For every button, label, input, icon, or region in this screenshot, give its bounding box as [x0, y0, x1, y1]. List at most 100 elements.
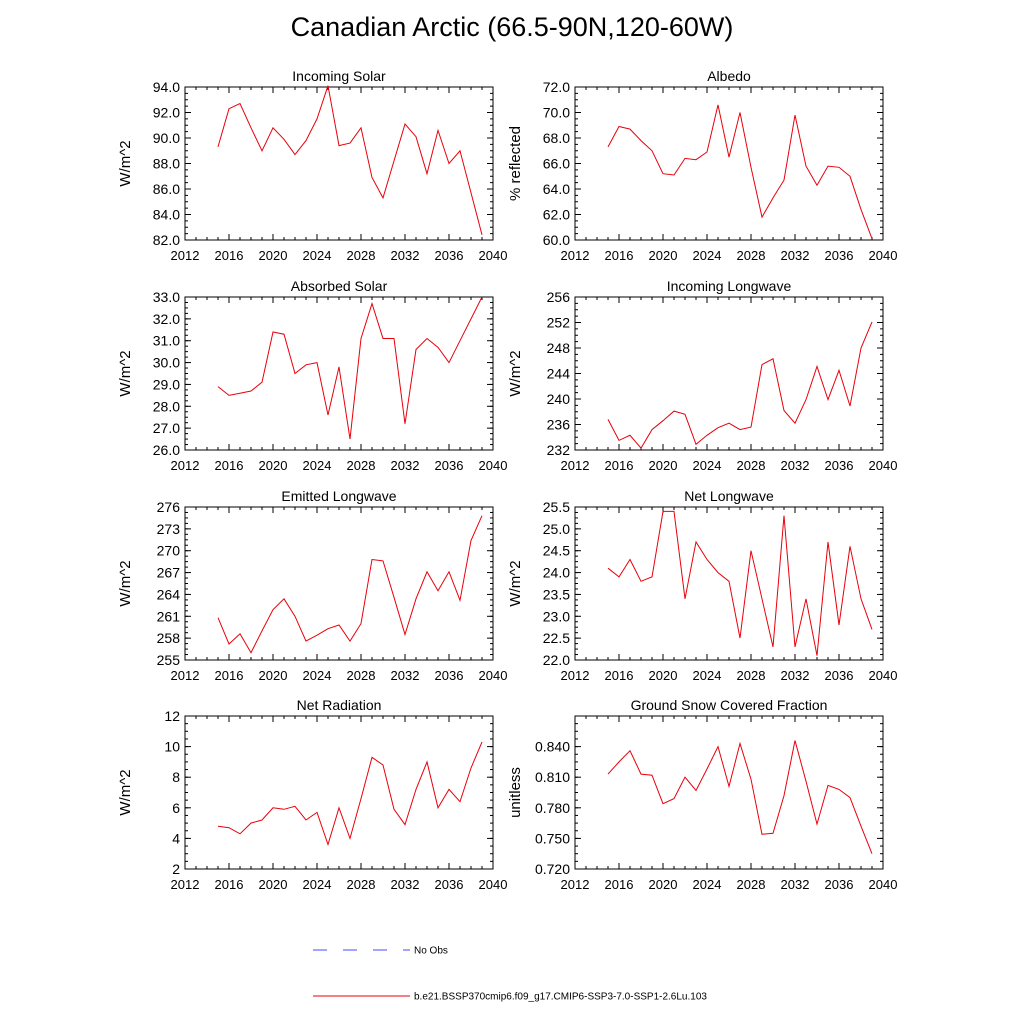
y-tick-label: 92.0 [153, 105, 180, 121]
y-tick-label: 64.0 [543, 181, 570, 197]
x-tick-label: 2012 [171, 668, 200, 683]
x-tick-label: 2012 [561, 458, 590, 473]
y-tick-label: 232 [547, 442, 571, 458]
chart-panel: Albedo % reflected 2012 2016 2020 2024 2028 203… [507, 68, 897, 263]
y-tick-label: 72.0 [543, 79, 570, 95]
y-tick-label: 33.0 [153, 289, 180, 305]
y-tick-label: 22.0 [543, 652, 570, 668]
y-tick-label: 30.0 [153, 355, 180, 371]
chart-panel: Net Longwave W/m^2 2012 2016 2020 2024 2028 203… [507, 488, 897, 683]
x-tick-label: 2032 [781, 668, 810, 683]
y-tick-label: 84.0 [153, 207, 180, 223]
y-tick-label: 0.810 [535, 769, 570, 785]
x-tick-label: 2016 [605, 248, 634, 263]
x-tick-label: 2016 [215, 668, 244, 683]
y-tick-label: 255 [157, 652, 181, 668]
panel-title: Absorbed Solar [291, 278, 388, 294]
y-tick-label: 12 [164, 708, 180, 724]
x-tick-label: 2040 [479, 248, 508, 263]
y-axis-label: unitless [507, 767, 524, 818]
y-tick-label: 273 [157, 521, 181, 537]
y-tick-label: 0.840 [535, 739, 570, 755]
x-tick-label: 2036 [435, 248, 464, 263]
y-tick-label: 28.0 [153, 398, 180, 414]
y-tick-label: 258 [157, 630, 181, 646]
x-tick-label: 2032 [391, 877, 420, 892]
y-tick-label: 240 [547, 391, 571, 407]
x-tick-label: 2012 [561, 877, 590, 892]
series-line [217, 85, 483, 236]
figure-title: Canadian Arctic (66.5-90N,120-60W) [290, 12, 734, 42]
y-tick-label: 261 [157, 608, 181, 624]
x-tick-label: 2016 [605, 877, 634, 892]
y-tick-label: 90.0 [153, 130, 180, 146]
y-tick-label: 10 [164, 739, 180, 755]
y-tick-label: 68.0 [543, 130, 570, 146]
x-tick-label: 2040 [479, 877, 508, 892]
x-tick-label: 2024 [693, 668, 722, 683]
x-tick-label: 2020 [649, 248, 678, 263]
plot-frame [184, 86, 494, 241]
x-tick-label: 2024 [303, 877, 332, 892]
x-tick-label: 2016 [605, 668, 634, 683]
x-tick-label: 2036 [825, 458, 854, 473]
y-tick-label: 8 [172, 769, 180, 785]
y-tick-label: 86.0 [153, 181, 180, 197]
y-tick-label: 88.0 [153, 156, 180, 172]
chart-panel: Incoming Longwave W/m^2 2012 2016 2020 2024 20… [507, 278, 897, 473]
plot-frame [574, 86, 884, 241]
y-tick-label: 264 [157, 586, 181, 602]
y-tick-label: 23.0 [543, 608, 570, 624]
x-tick-label: 2024 [303, 248, 332, 263]
x-tick-label: 2020 [649, 877, 678, 892]
y-tick-label: 0.750 [535, 830, 570, 846]
x-tick-label: 2032 [391, 458, 420, 473]
y-tick-label: 32.0 [153, 311, 180, 327]
y-tick-label: 66.0 [543, 156, 570, 172]
y-tick-label: 22.5 [543, 630, 570, 646]
chart-panel: Ground Snow Covered Fraction unitless 2012… [507, 697, 897, 892]
x-tick-label: 2028 [347, 668, 376, 683]
y-tick-label: 24.5 [543, 543, 570, 559]
y-axis-label: W/m^2 [117, 769, 134, 815]
panel-title: Incoming Longwave [667, 278, 792, 294]
x-tick-label: 2016 [215, 248, 244, 263]
panel-title: Albedo [707, 68, 751, 84]
x-tick-label: 2028 [737, 877, 766, 892]
y-tick-label: 256 [547, 289, 571, 305]
x-tick-label: 2036 [435, 877, 464, 892]
y-tick-label: 31.0 [153, 333, 180, 349]
x-tick-label: 2036 [435, 458, 464, 473]
y-tick-label: 29.0 [153, 376, 180, 392]
y-tick-label: 25.5 [543, 499, 570, 515]
x-tick-label: 2040 [869, 248, 898, 263]
panel-title: Net Longwave [684, 488, 774, 504]
y-tick-label: 2 [172, 861, 180, 877]
plot-frame [184, 296, 494, 451]
x-tick-label: 2028 [347, 458, 376, 473]
x-tick-label: 2036 [435, 668, 464, 683]
x-tick-label: 2032 [391, 668, 420, 683]
x-tick-label: 2032 [781, 458, 810, 473]
x-tick-label: 2020 [649, 668, 678, 683]
y-tick-label: 94.0 [153, 79, 180, 95]
series-line [607, 510, 873, 656]
y-axis-label: W/m^2 [117, 140, 134, 186]
y-tick-label: 244 [547, 366, 571, 382]
y-tick-label: 270 [157, 543, 181, 559]
x-tick-label: 2040 [479, 668, 508, 683]
x-tick-label: 2028 [347, 248, 376, 263]
x-tick-label: 2028 [737, 248, 766, 263]
y-axis-label: W/m^2 [507, 350, 524, 396]
x-tick-label: 2032 [781, 248, 810, 263]
x-tick-label: 2040 [479, 458, 508, 473]
y-tick-label: 60.0 [543, 232, 570, 248]
plot-frame [184, 506, 494, 661]
series-line [607, 104, 873, 239]
series-line [607, 321, 873, 449]
legend-label: b.e21.BSSP370cmip6.f09_g17.CMIP6-SSP3-7.… [414, 992, 707, 1003]
y-tick-label: 252 [547, 315, 571, 331]
x-tick-label: 2024 [693, 248, 722, 263]
series-line [217, 296, 483, 440]
